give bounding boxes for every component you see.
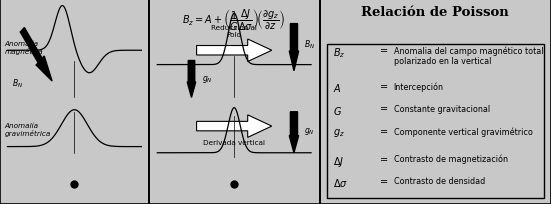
Polygon shape [289,112,299,153]
Bar [0,0,149,204]
Text: $B_z$: $B_z$ [333,46,346,60]
Polygon shape [197,40,272,62]
Text: Anomalia del campo magnético total
polarizado en la vertical: Anomalia del campo magnético total polar… [393,46,543,66]
Polygon shape [289,24,299,71]
Text: $A$: $A$ [333,82,342,94]
Text: $g_z$: $g_z$ [333,126,345,139]
Text: Intercepción: Intercepción [393,82,444,91]
Text: $B_N$: $B_N$ [304,39,315,51]
FancyBboxPatch shape [327,45,544,198]
Text: $\Delta J$: $\Delta J$ [333,154,345,168]
Text: =: = [380,176,388,186]
Text: Anomalía
magnética: Anomalía magnética [4,41,43,55]
Polygon shape [20,28,52,82]
Text: Derivada vertical: Derivada vertical [203,139,265,145]
Polygon shape [187,61,196,98]
Bar [149,0,320,204]
Text: =: = [380,46,388,56]
Text: Constante gravitacional: Constante gravitacional [393,104,490,113]
Text: Componente vertical gravimétrico: Componente vertical gravimétrico [393,126,532,136]
Text: $\Delta\sigma$: $\Delta\sigma$ [333,176,349,188]
Text: $G$: $G$ [333,104,343,116]
Text: Reducción al
Polo: Reducción al Polo [211,25,257,38]
Text: Relación de Poisson: Relación de Poisson [361,6,509,19]
Text: $B_N$: $B_N$ [12,78,23,90]
Text: $g_N$: $g_N$ [304,125,315,136]
Text: Contrasto de densidad: Contrasto de densidad [393,176,485,185]
Text: $B_z = A + \left(\dfrac{1}{G}\dfrac{\Delta J}{\Delta\sigma}\right)\!\left(\dfrac: $B_z = A + \left(\dfrac{1}{G}\dfrac{\Del… [182,8,286,33]
Text: Contrasto de magnetización: Contrasto de magnetización [393,154,507,163]
Polygon shape [197,115,272,138]
Text: =: = [380,104,388,114]
Text: =: = [380,126,388,136]
Text: =: = [380,154,388,164]
Text: =: = [380,82,388,92]
Text: Anomalía
gravimétrica: Anomalía gravimétrica [4,122,51,136]
Text: $g_N$: $g_N$ [202,74,213,85]
